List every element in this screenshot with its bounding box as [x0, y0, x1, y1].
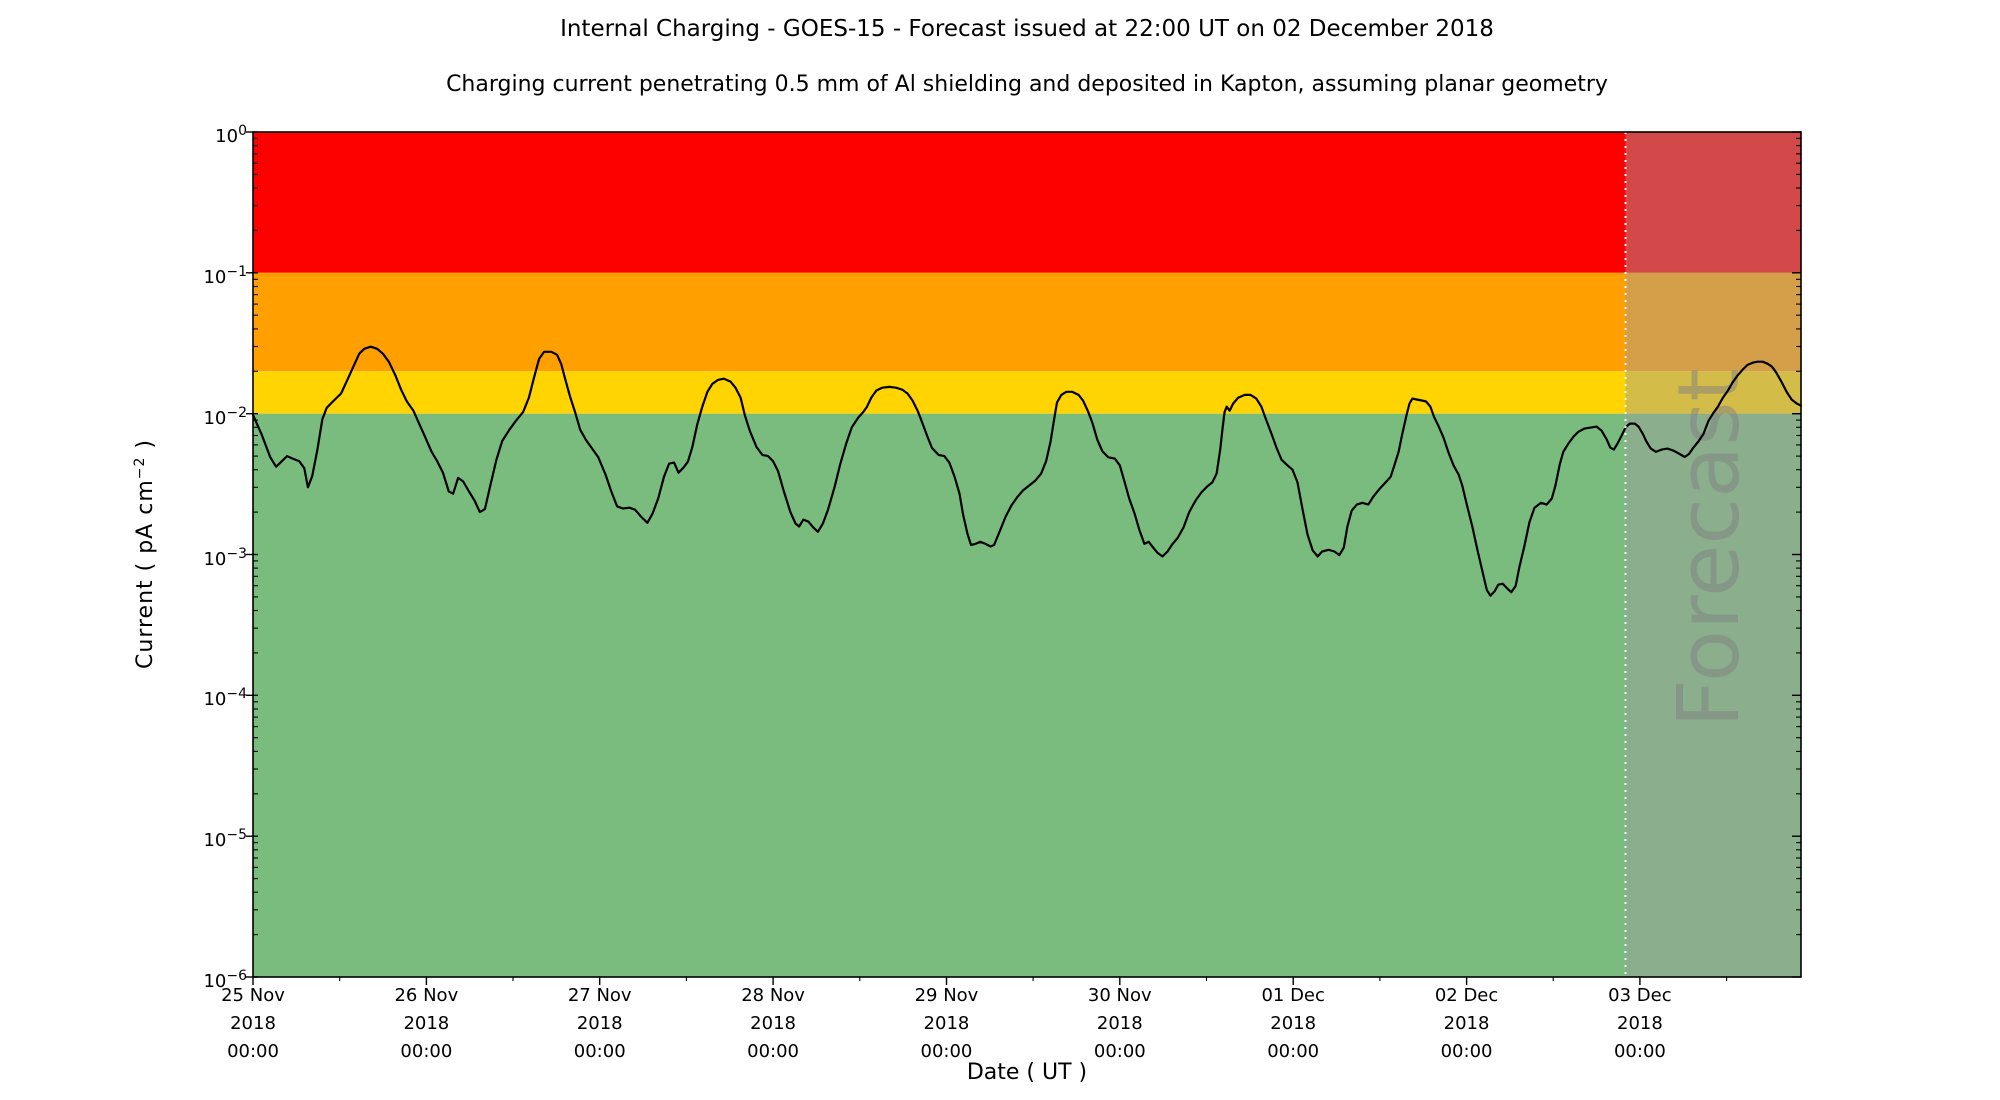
x-tick-label-line: 26 Nov [394, 985, 459, 1006]
x-tick-label-line: 00:00 [573, 1041, 626, 1062]
x-tick-label-line: 00:00 [400, 1041, 453, 1062]
x-tick-label-line: 30 Nov [1087, 985, 1152, 1006]
charging-current-line [251, 345, 1803, 597]
x-tick-label-line: 2018 [750, 1013, 796, 1034]
x-tick-label-line: 03 Dec [1608, 985, 1672, 1006]
y-tick-label: 10−4 [203, 686, 247, 711]
y-tick-label: 10−5 [203, 827, 247, 852]
x-tick-label-line: 27 Nov [567, 985, 632, 1006]
page-title: Internal Charging - GOES-15 - Forecast i… [560, 16, 1494, 42]
y-tick-label: 10−2 [203, 404, 247, 429]
x-tick-label: 29 Nov 2018 00:00 [871, 982, 1021, 1066]
x-tick-label-line: 2018 [576, 1013, 623, 1034]
risk-band-yellow-alert [253, 371, 1801, 414]
x-tick-label: 01 Dec 2018 00:00 [1218, 982, 1368, 1066]
x-tick-label-line: 00:00 [920, 1041, 973, 1062]
x-tick-label-line: 28 Nov [741, 985, 805, 1006]
x-tick-label-line: 2018 [1096, 1013, 1143, 1034]
forecast-overlay [1625, 132, 1801, 977]
x-tick-label-line: 2018 [923, 1013, 970, 1034]
y-tick-label: 100 [215, 123, 247, 147]
x-axis-label: Date ( UT ) [966, 1060, 1088, 1085]
x-tick-label-line: 00:00 [1267, 1041, 1320, 1062]
y-axis-label-exponent: −2 [131, 456, 148, 480]
x-tick-label: 28 Nov 2018 00:00 [698, 982, 848, 1066]
x-tick-label-line: 00:00 [1613, 1041, 1666, 1062]
x-tick-label-line: 00:00 [227, 1041, 279, 1062]
x-tick-label-line: 2018 [1617, 1013, 1663, 1034]
y-tick-label: 10−3 [203, 545, 247, 570]
x-tick-label-line: 2018 [403, 1013, 450, 1034]
x-tick-label-line: 01 Dec [1261, 985, 1325, 1006]
x-tick-label: 27 Nov 2018 00:00 [525, 982, 675, 1066]
chart-subtitle: Charging current penetrating 0.5 mm of A… [446, 72, 1608, 97]
x-tick-label: 26 Nov 2018 00:00 [351, 982, 501, 1066]
risk-band-red-alert [253, 132, 1801, 273]
x-tick-label: 30 Nov 2018 00:00 [1045, 982, 1195, 1066]
plot-frame [252, 131, 1802, 978]
x-tick-label-line: 02 Dec [1434, 985, 1499, 1006]
x-tick-label-line: 29 Nov [914, 985, 979, 1006]
x-tick-label-line: 2018 [1443, 1013, 1490, 1034]
y-axis-label-close: ) [133, 439, 159, 457]
x-tick-label-line: 2018 [230, 1013, 276, 1034]
x-tick-label-line: 00:00 [747, 1041, 800, 1062]
y-tick-label: 10−6 [203, 968, 247, 992]
x-tick-label-line: 00:00 [1440, 1041, 1493, 1062]
y-tick-label: 10−1 [203, 263, 247, 288]
x-tick-label-line: 2018 [1270, 1013, 1317, 1034]
y-axis-label-text: Current ( pA cm [133, 479, 159, 669]
x-tick-label-line: 25 Nov [221, 985, 285, 1006]
forecast-watermark: Forecast [1660, 368, 1759, 728]
risk-band-green-safe [253, 413, 1801, 977]
x-tick-label: 02 Dec 2018 00:00 [1392, 982, 1542, 1066]
x-tick-label-line: 00:00 [1093, 1041, 1146, 1062]
risk-band-orange-alert [253, 272, 1801, 372]
x-tick-label: 03 Dec 2018 00:00 [1565, 982, 1715, 1066]
x-tick-label: 25 Nov 2018 00:00 [178, 982, 328, 1066]
